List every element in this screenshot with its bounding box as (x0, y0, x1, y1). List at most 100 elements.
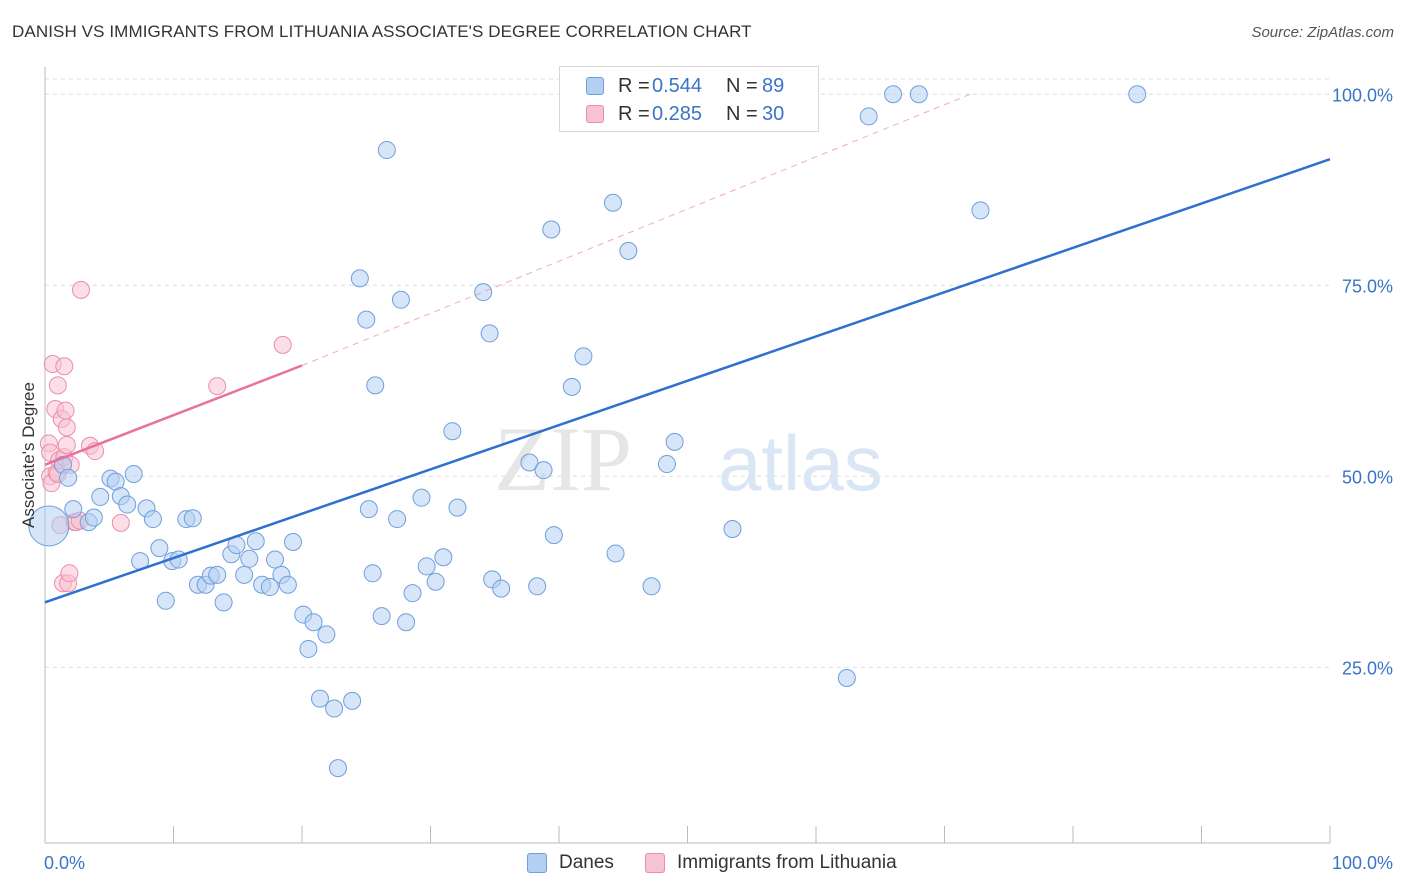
danes-point (357, 310, 376, 329)
danes-point (143, 510, 162, 529)
legend-row-lithuania: R = 0.285 N = 30 (586, 101, 784, 127)
lithuania-point (71, 280, 90, 299)
lithuania-trend-line (44, 364, 303, 466)
trend-lines (44, 93, 1331, 604)
danes-point (310, 689, 329, 708)
lithuania-trend-extension (301, 93, 971, 366)
danes-point (299, 639, 318, 658)
danes-point (603, 193, 622, 212)
lithuania-n-label: N = (726, 102, 758, 125)
lithuania-point (60, 564, 79, 583)
danes-point (366, 376, 385, 395)
danes-point (417, 557, 436, 576)
source-label: Source: ZipAtlas.com (1251, 24, 1394, 41)
danes-point (372, 607, 391, 626)
danes-point (397, 613, 416, 632)
danes-point (388, 510, 407, 529)
danes-point (235, 565, 254, 584)
danes-point (64, 500, 83, 519)
legend-row-danes: R = 0.544 N = 89 (586, 73, 784, 99)
danes-point (528, 577, 547, 596)
danes-point (412, 488, 431, 507)
lithuania-legend-label: Immigrants from Lithuania (677, 852, 897, 873)
danes-points (28, 85, 1147, 778)
danes-point (208, 565, 227, 584)
chart-title: DANISH VS IMMIGRANTS FROM LITHUANIA ASSO… (12, 22, 752, 41)
stats-legend: R = 0.544 N = 89 R = 0.285 N = 30 (559, 66, 819, 132)
danes-point (266, 550, 285, 569)
danes-point (363, 564, 382, 583)
danes-point (278, 575, 297, 594)
danes-point (343, 691, 362, 710)
lithuania-point (111, 513, 130, 532)
axes (44, 67, 1331, 844)
x-tick-label-min: 0.0% (44, 853, 85, 873)
danes-point (240, 549, 259, 568)
danes-point (544, 526, 563, 545)
danes-point (971, 201, 990, 220)
danes-point (1128, 85, 1147, 104)
y-tick-labels: 25.0% 50.0% 75.0% 100.0% (1332, 85, 1393, 678)
danes-point (542, 220, 561, 239)
danes-point (837, 668, 856, 687)
y-tick-label: 50.0% (1342, 467, 1393, 487)
x-tick-labels: 0.0% 100.0% (44, 853, 1393, 873)
danes-legend-swatch (527, 853, 547, 873)
danes-point (84, 508, 103, 527)
danes-point (28, 505, 70, 547)
danes-point (304, 613, 323, 632)
danes-r-value: 0.544 (652, 74, 703, 97)
y-tick-label: 75.0% (1342, 276, 1393, 296)
danes-point (859, 107, 878, 126)
danes-n-value: 89 (762, 74, 785, 97)
danes-point (443, 422, 462, 441)
lithuania-point (208, 377, 227, 396)
danes-swatch (586, 77, 604, 95)
watermark-atlas: atlas (718, 419, 883, 507)
y-tick-label: 25.0% (1342, 658, 1393, 678)
danes-point (665, 432, 684, 451)
lithuania-n-value: 30 (762, 102, 785, 125)
danes-legend-label: Danes (559, 852, 614, 873)
danes-point (448, 498, 467, 517)
danes-point (391, 290, 410, 309)
danes-point (619, 241, 638, 260)
lithuania-point (57, 435, 76, 454)
lithuania-point (55, 357, 74, 376)
bottom-legend-lithuania: Immigrants from Lithuania (645, 852, 897, 874)
watermark: ZIP atlas (494, 408, 883, 510)
danes-point (156, 591, 175, 610)
danes-point (642, 577, 661, 596)
danes-point (474, 283, 493, 302)
lithuania-point (56, 401, 75, 420)
danes-point (480, 324, 499, 343)
lithuania-point (48, 376, 67, 395)
danes-point (328, 759, 347, 778)
lithuania-point (273, 335, 292, 354)
danes-point (606, 544, 625, 563)
lithuania-r-label: R = (618, 102, 650, 125)
lithuania-legend-swatch (645, 853, 665, 873)
danes-point (562, 377, 581, 396)
danes-point (426, 572, 445, 591)
danes-point (377, 141, 396, 160)
danes-trend-line (44, 158, 1331, 604)
bottom-legend-danes: Danes (527, 852, 614, 874)
danes-point (534, 461, 553, 480)
danes-point (884, 85, 903, 104)
danes-point (723, 519, 742, 538)
danes-point (260, 578, 279, 597)
danes-point (574, 347, 593, 366)
x-tick-label-max: 100.0% (1332, 853, 1393, 873)
y-tick-label: 100.0% (1332, 85, 1393, 105)
danes-point (909, 85, 928, 104)
lithuania-r-value: 0.285 (652, 102, 703, 125)
danes-point (325, 699, 344, 718)
danes-point (284, 532, 303, 551)
danes-point (214, 593, 233, 612)
danes-n-label: N = (726, 74, 758, 97)
danes-point (124, 464, 143, 483)
danes-point (59, 468, 78, 487)
y-axis-label: Associate's Degree (19, 382, 38, 528)
